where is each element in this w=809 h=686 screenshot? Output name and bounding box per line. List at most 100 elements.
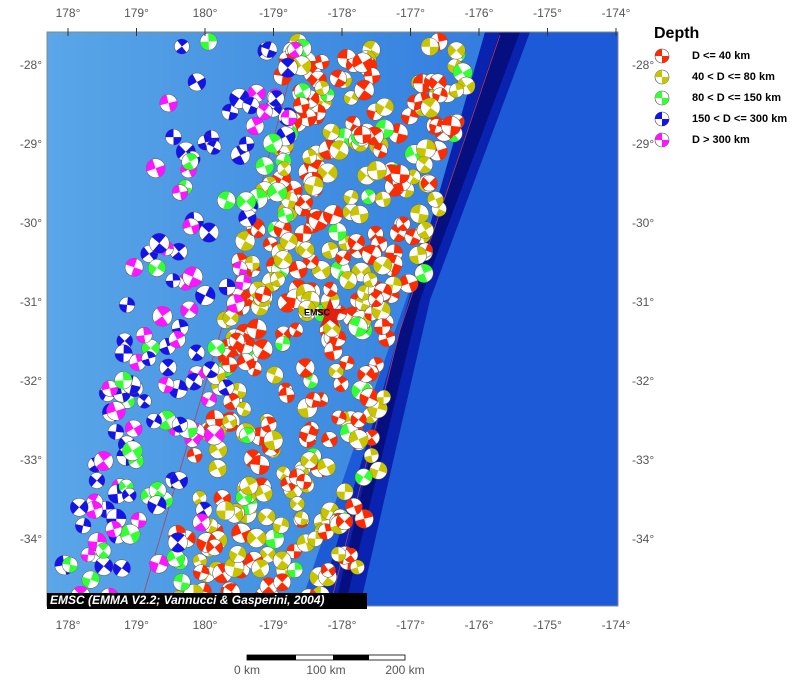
ball-fill (375, 191, 391, 207)
lon-label-top: 178° (56, 6, 81, 20)
legend-label: 40 < D <= 80 km (692, 71, 775, 83)
ball-fill (352, 54, 373, 72)
ball-fill (229, 546, 247, 562)
ball-fill (357, 367, 375, 381)
ball-fill (247, 117, 264, 135)
focal-mechanism (119, 296, 136, 313)
ball-fill (255, 157, 274, 175)
ball-fill (298, 358, 313, 378)
focal-mechanism (343, 90, 359, 106)
focal-mechanism (245, 116, 265, 136)
ball-fill (172, 243, 186, 261)
ball-fill (294, 511, 309, 526)
ball-fill (141, 341, 160, 355)
focal-mechanism (429, 73, 447, 92)
focal-mechanism (168, 330, 186, 349)
focal-mechanism (321, 431, 338, 448)
focal-mechanism (297, 194, 314, 210)
focal-mechanism (249, 455, 270, 475)
focal-mechanism (420, 97, 441, 118)
focal-mechanism (339, 271, 358, 290)
focal-mechanism (408, 246, 427, 265)
focal-mechanism (250, 222, 266, 238)
focal-mechanism (81, 570, 100, 589)
ball-fill (330, 140, 348, 160)
focal-mechanism (317, 457, 336, 477)
focal-mechanism (335, 512, 354, 531)
lat-label-right: -29° (632, 137, 654, 151)
focal-mechanism (201, 391, 217, 408)
ball-fill (376, 390, 391, 405)
ball-fill (409, 246, 427, 265)
ball-fill (170, 532, 185, 553)
focal-mechanism (293, 96, 310, 114)
ball-fill (203, 361, 218, 378)
focal-mechanism (242, 96, 260, 115)
ball-fill (295, 83, 310, 100)
focal-mechanism (322, 123, 340, 141)
focal-mechanism (429, 118, 444, 134)
ball-fill (250, 455, 270, 475)
ball-fill (453, 64, 473, 81)
focal-mechanism (251, 559, 270, 578)
focal-mechanism (363, 67, 381, 85)
ball-fill (207, 140, 221, 155)
ball-fill (189, 344, 204, 361)
ball-fill (259, 548, 276, 561)
ball-fill (315, 80, 329, 96)
ball-fill (406, 169, 420, 185)
ball-fill (274, 220, 292, 238)
ball-fill (94, 559, 113, 574)
ball-fill (149, 555, 169, 573)
ball-fill (254, 339, 272, 360)
focal-mechanism (222, 309, 240, 327)
focal-mechanism (329, 69, 347, 88)
ball-fill (405, 229, 421, 245)
focal-mechanism (221, 103, 239, 121)
lon-label-bottom: -174° (602, 618, 631, 632)
lat-label-right: -34° (632, 532, 654, 546)
ball-fill (320, 291, 340, 311)
focal-mechanism (416, 221, 434, 239)
ball-fill (322, 124, 340, 140)
ball-fill (427, 192, 444, 207)
ball-fill (120, 525, 140, 544)
ball-fill (138, 394, 150, 409)
ball-fill (335, 251, 351, 265)
ball-fill (314, 54, 330, 70)
focal-mechanism (294, 510, 309, 526)
ball-fill (416, 139, 436, 159)
focal-mechanism (80, 547, 96, 563)
scale-labels: 0 km 100 km 200 km (234, 663, 425, 677)
lon-label-bottom: -177° (396, 618, 425, 632)
legend-label: D > 300 km (692, 134, 750, 146)
focal-mechanism (323, 204, 344, 225)
ball-fill (264, 430, 283, 450)
focal-mechanism (157, 376, 175, 394)
ball-fill (169, 331, 185, 348)
ball-fill (250, 281, 265, 299)
ball-fill (62, 557, 78, 573)
focal-mechanism (94, 556, 114, 576)
ball-fill (262, 577, 276, 596)
focal-mechanism (101, 380, 119, 397)
ball-fill (373, 257, 392, 274)
ball-fill (207, 341, 225, 355)
focal-mechanism (359, 388, 379, 408)
focal-mechanism (206, 139, 222, 155)
focal-mechanism (234, 230, 256, 252)
ball-fill (113, 561, 131, 576)
ball-fill (349, 430, 369, 449)
focal-mechanism (130, 512, 147, 529)
focal-mechanism (238, 208, 257, 228)
focal-mechanism (252, 339, 273, 360)
ball-fill (351, 382, 371, 399)
focal-mechanism (246, 318, 267, 340)
ball-fill (334, 376, 348, 392)
ball-fill (328, 365, 344, 377)
focal-mechanism (347, 233, 365, 251)
ball-fill (305, 392, 321, 408)
ball-fill (122, 489, 137, 501)
focal-mechanism (170, 471, 189, 490)
ball-fill (159, 94, 178, 112)
